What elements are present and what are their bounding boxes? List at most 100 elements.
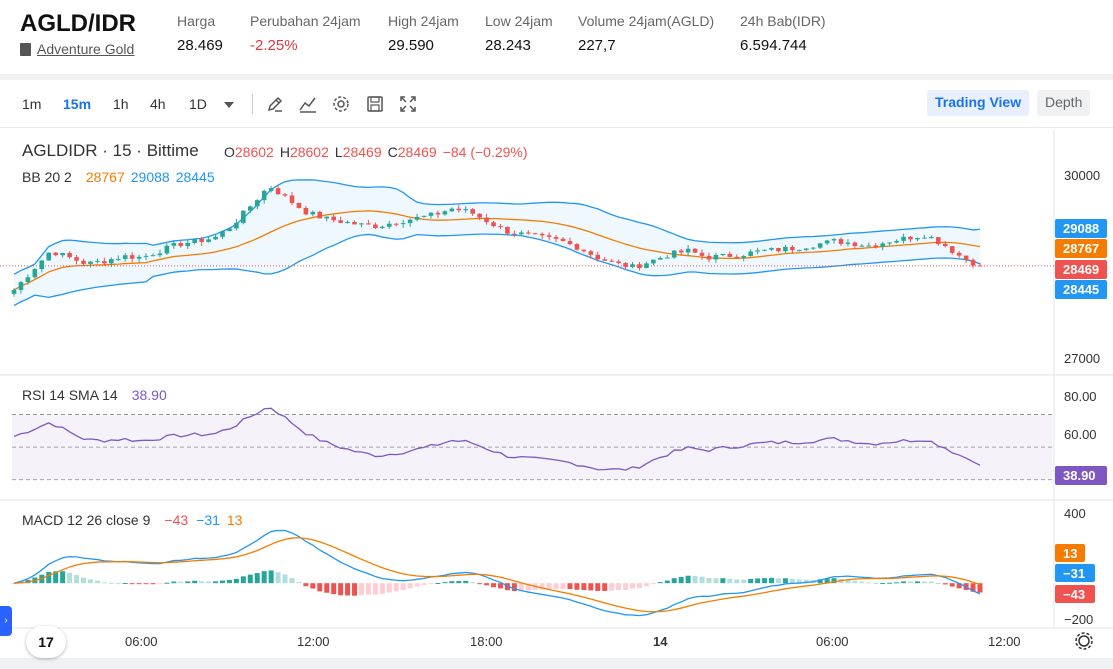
candle (247, 206, 253, 211)
candle (602, 259, 608, 261)
chart-settings-icon[interactable] (1075, 632, 1093, 650)
macd-histogram-bar (164, 582, 170, 584)
macd-histogram-bar (588, 583, 594, 591)
fullscreen-icon[interactable] (398, 94, 418, 114)
candle (949, 246, 955, 253)
rsi-tick: 80.00 (1064, 389, 1097, 404)
macd-histogram-bar (887, 582, 893, 584)
chart-svg[interactable]: AGLDIDR · 15 · Bittime O28602 H28602 L2846… (0, 130, 1113, 658)
candle (678, 250, 684, 253)
candle (706, 255, 712, 260)
price-tag-text: 29088 (1063, 221, 1099, 236)
macd-histogram-bar (845, 579, 851, 584)
candle (102, 261, 107, 264)
candle (400, 223, 406, 225)
coin-name[interactable]: Adventure Gold (37, 41, 135, 57)
macd-histogram-bar (970, 583, 976, 592)
time-tick: 18:00 (470, 634, 503, 649)
candle (435, 212, 441, 215)
macd-histogram-bar (908, 581, 914, 584)
macd-histogram-bar (240, 576, 246, 584)
macd-histogram-bar (157, 583, 163, 585)
candle (963, 255, 969, 260)
macd-histogram-bar (213, 581, 219, 584)
candle (630, 264, 635, 268)
macd-histogram-bar (247, 574, 253, 584)
chevron-down-icon[interactable] (224, 102, 234, 108)
macd-histogram-bar (435, 582, 441, 584)
candle (901, 236, 906, 241)
candle (53, 252, 58, 256)
candle (574, 244, 580, 250)
toolbar-divider (252, 94, 253, 114)
macd-histogram-bar (602, 583, 608, 591)
candle (407, 219, 413, 224)
candle (324, 216, 330, 219)
macd-histogram-bar (623, 583, 629, 590)
candle (275, 188, 281, 195)
timeframe-4h[interactable]: 4h (150, 96, 166, 112)
candle (776, 247, 781, 252)
macd-histogram-bar (87, 579, 93, 584)
timeframe-1d[interactable]: 1D (189, 96, 207, 112)
macd-pane[interactable] (11, 529, 983, 617)
expand-side-button[interactable]: › (0, 606, 12, 636)
candle (616, 261, 621, 264)
candle (755, 250, 760, 252)
macd-histogram-bar (921, 581, 927, 584)
macd-histogram-bar (928, 581, 934, 584)
depth-button[interactable]: Depth (1037, 90, 1091, 116)
bb-upper-line (13, 179, 981, 275)
timeframe-1m[interactable]: 1m (22, 96, 42, 112)
timeframe-15m[interactable]: 15m (63, 96, 92, 112)
candle (18, 282, 24, 290)
book-icon (20, 42, 31, 56)
candle (46, 252, 52, 261)
macd-histogram-bar (956, 583, 962, 589)
chart-toolbar: 1m 15m 1h 4h 1D Trading View Depth (0, 80, 1113, 128)
macd-histogram-bar (463, 580, 469, 584)
macd-tick: −200 (1064, 612, 1093, 627)
macd-tag-macd: −31 (1055, 564, 1095, 582)
candle (783, 246, 788, 252)
rsi-line (13, 407, 981, 471)
candle (734, 256, 740, 258)
candle (762, 249, 767, 251)
gear-icon[interactable] (331, 94, 351, 114)
candle (74, 257, 79, 261)
candle (699, 252, 705, 256)
macd-histogram-bar (185, 581, 191, 584)
candle (727, 253, 733, 257)
chart-area[interactable]: AGLDIDR · 15 · Bittime O28602 H28602 L2846… (0, 130, 1113, 658)
candle (790, 246, 795, 251)
chart-panel: 1m 15m 1h 4h 1D Trading View Depth AGLDI… (0, 80, 1113, 658)
candle (713, 254, 719, 260)
rsi-pane[interactable] (12, 407, 1052, 481)
trading-view-button[interactable]: Trading View (927, 90, 1030, 116)
candle (95, 261, 100, 263)
macd-histogram-bar (824, 578, 830, 584)
macd-histogram-bar (400, 583, 406, 591)
macd-line (13, 529, 981, 617)
coin-name-link[interactable]: Adventure Gold (20, 41, 134, 57)
price-pane[interactable] (0, 179, 1054, 307)
macd-histogram-bar (206, 581, 212, 584)
pencil-icon[interactable] (265, 94, 285, 114)
candle (595, 254, 601, 260)
candle (852, 242, 858, 247)
macd-histogram-bar (331, 583, 337, 595)
candle (442, 211, 448, 215)
candle (456, 208, 462, 211)
candle (887, 242, 892, 244)
timeframe-1h[interactable]: 1h (113, 96, 129, 112)
stat-label: Harga (177, 13, 216, 29)
macd-histogram-bar (949, 583, 955, 587)
price-tag-text: 28767 (1063, 241, 1099, 256)
high-value: 28602 (290, 144, 329, 160)
candle (894, 240, 899, 243)
candle (213, 236, 218, 240)
save-icon[interactable] (365, 94, 385, 114)
macd-histogram-bar (852, 580, 858, 584)
indicator-icon[interactable] (298, 94, 318, 114)
macd-histogram-bar (518, 583, 524, 591)
